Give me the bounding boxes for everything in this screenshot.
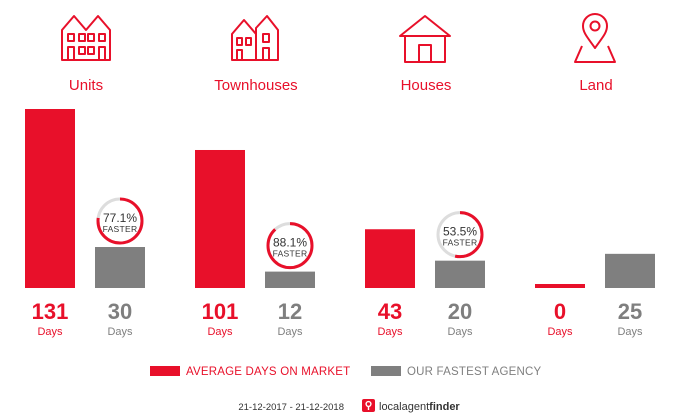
- bar-houses-fastest: [435, 260, 485, 288]
- legend-swatch-fastest: [371, 366, 401, 376]
- townhouses-icon: [231, 15, 279, 61]
- unit-label-houses-average: Days: [377, 326, 403, 338]
- value-label-land-fastest: 25: [618, 299, 642, 324]
- faster-percent-houses: 53.5%: [443, 225, 477, 239]
- units-icon: [61, 15, 111, 61]
- unit-label-houses-fastest: Days: [447, 326, 473, 338]
- unit-label-land-fastest: Days: [617, 326, 643, 338]
- date-range: 21-12-2017 - 21-12-2018: [238, 402, 344, 413]
- faster-text-units: FASTER: [103, 224, 138, 234]
- faster-text-houses: FASTER: [443, 238, 478, 248]
- unit-label-units-fastest: Days: [107, 326, 133, 338]
- bar-townhouses-average: [195, 149, 245, 288]
- land-icon: [574, 13, 616, 63]
- value-label-townhouses-average: 101: [202, 299, 239, 324]
- category-label-townhouses: Townhouses: [214, 77, 297, 94]
- bar-land-fastest: [605, 253, 655, 288]
- faster-badge-arc-units: [96, 197, 144, 245]
- legend-label-fastest: OUR FASTEST AGENCY: [407, 366, 542, 378]
- bar-townhouses-fastest: [265, 271, 315, 288]
- legend: AVERAGE DAYS ON MARKET OUR FASTEST AGENC…: [150, 366, 542, 378]
- bar-houses-average: [365, 229, 415, 288]
- unit-label-land-average: Days: [547, 326, 573, 338]
- svg-text:localagentfinder: localagentfinder: [379, 401, 460, 413]
- bar-units-fastest: [95, 247, 145, 288]
- value-label-units-fastest: 30: [108, 299, 132, 324]
- value-label-units-average: 131: [32, 299, 69, 324]
- value-label-houses-fastest: 20: [448, 299, 472, 324]
- faster-percent-units: 77.1%: [103, 211, 137, 225]
- category-label-land: Land: [579, 77, 612, 94]
- faster-text-townhouses: FASTER: [273, 249, 308, 259]
- localagentfinder-logo: localagentfinder: [362, 399, 460, 413]
- houses-icon: [399, 15, 451, 63]
- faster-badge-arc-houses: [436, 211, 484, 259]
- bar-group: 131 Days 30 Days 101 Days 12 Days 43 Days 20 Days 0 D…: [25, 109, 655, 338]
- legend-swatch-average: [150, 366, 180, 376]
- bar-land-average: [535, 284, 585, 288]
- category-label-houses: Houses: [401, 77, 452, 94]
- value-label-townhouses-fastest: 12: [278, 299, 302, 324]
- value-label-houses-average: 43: [378, 299, 402, 324]
- category-label-units: Units: [69, 77, 103, 94]
- faster-percent-townhouses: 88.1%: [273, 236, 307, 250]
- bar-units-average: [25, 109, 75, 288]
- legend-label-average: AVERAGE DAYS ON MARKET: [186, 366, 350, 378]
- faster-badge-arc-townhouses: [266, 222, 314, 270]
- unit-label-townhouses-average: Days: [207, 326, 233, 338]
- unit-label-townhouses-fastest: Days: [277, 326, 303, 338]
- value-label-land-average: 0: [554, 299, 566, 324]
- unit-label-units-average: Days: [37, 326, 63, 338]
